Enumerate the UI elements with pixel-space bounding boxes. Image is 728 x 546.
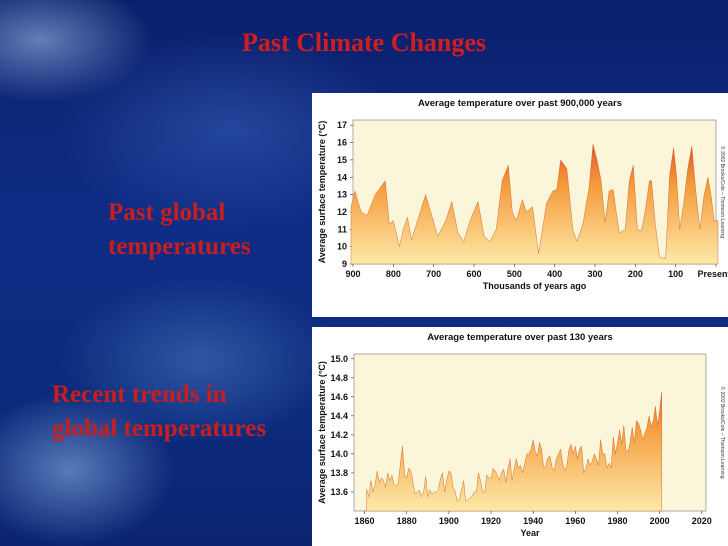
- credit-text: © 2002 Brooks/Cole – Thomson Learning: [719, 146, 726, 238]
- label-line: Recent trends in: [52, 381, 227, 408]
- y-tick-label: 12: [337, 207, 347, 217]
- slide-title: Past Climate Changes: [241, 28, 487, 57]
- x-tick-label: 2020: [692, 516, 712, 526]
- y-tick-label: 15: [337, 155, 347, 165]
- label-line: Past global: [108, 199, 226, 226]
- chart-svg: Average temperature over past 900,000 ye…: [317, 98, 728, 291]
- y-axis-label: Average surface temperature (°C): [317, 361, 327, 504]
- y-tick-label: 14: [337, 172, 347, 182]
- x-tick-label: Present: [697, 269, 728, 279]
- y-tick-label: 15.0: [330, 354, 348, 364]
- x-axis-label: Thousands of years ago: [483, 281, 587, 291]
- y-tick-label: 13: [337, 190, 347, 200]
- x-tick-label: 800: [386, 269, 401, 279]
- y-tick-label: 9: [342, 259, 347, 269]
- chart-900000-years: Average temperature over past 900,000 ye…: [312, 93, 728, 317]
- chart-title: Average temperature over past 130 years: [427, 332, 613, 343]
- y-tick-label: 10: [337, 242, 347, 252]
- x-tick-label: 1960: [565, 516, 585, 526]
- y-tick-label: 14.2: [330, 430, 348, 440]
- y-tick-label: 13.6: [330, 487, 348, 497]
- x-tick-label: 1900: [439, 516, 459, 526]
- x-tick-label: 200: [628, 269, 643, 279]
- x-tick-label: 1880: [397, 516, 417, 526]
- y-tick-label: 13.8: [330, 468, 348, 478]
- y-tick-label: 16: [337, 138, 347, 148]
- y-axis-label: Average surface temperature (°C): [317, 121, 327, 264]
- x-tick-label: 1860: [355, 516, 375, 526]
- label-line: temperatures: [108, 233, 251, 260]
- label-recent-trends: Recent trends in global temperatures: [52, 378, 312, 446]
- x-tick-label: 1920: [481, 516, 501, 526]
- credit-text: © 2002 Brooks/Cole – Thomson Learning: [719, 387, 726, 479]
- x-tick-label: 600: [466, 269, 481, 279]
- x-tick-label: 1940: [523, 516, 543, 526]
- x-tick-label: 900: [345, 269, 360, 279]
- x-tick-label: 400: [547, 269, 562, 279]
- series-area: [350, 144, 719, 265]
- label-past-global-temperatures: Past global temperatures: [108, 196, 288, 264]
- chart-svg: Average temperature over past 130 years 1…: [317, 332, 726, 538]
- x-tick-label: 1980: [607, 516, 627, 526]
- y-tick-label: 14.6: [330, 392, 348, 402]
- y-tick-label: 11: [337, 224, 347, 234]
- chart-130-years: Average temperature over past 130 years 1…: [312, 327, 728, 546]
- x-tick-label: 300: [587, 269, 602, 279]
- x-tick-label: 2000: [650, 516, 670, 526]
- y-tick-label: 14.0: [330, 449, 348, 459]
- y-tick-label: 14.4: [330, 411, 348, 421]
- y-tick-label: 17: [337, 120, 347, 130]
- series-area: [366, 392, 662, 512]
- x-tick-label: 100: [668, 269, 683, 279]
- x-tick-label: 500: [507, 269, 522, 279]
- chart-title: Average temperature over past 900,000 ye…: [418, 98, 622, 109]
- y-tick-label: 14.8: [330, 373, 348, 383]
- x-tick-label: 700: [426, 269, 441, 279]
- label-line: global temperatures: [52, 415, 267, 442]
- x-axis-label: Year: [520, 528, 540, 538]
